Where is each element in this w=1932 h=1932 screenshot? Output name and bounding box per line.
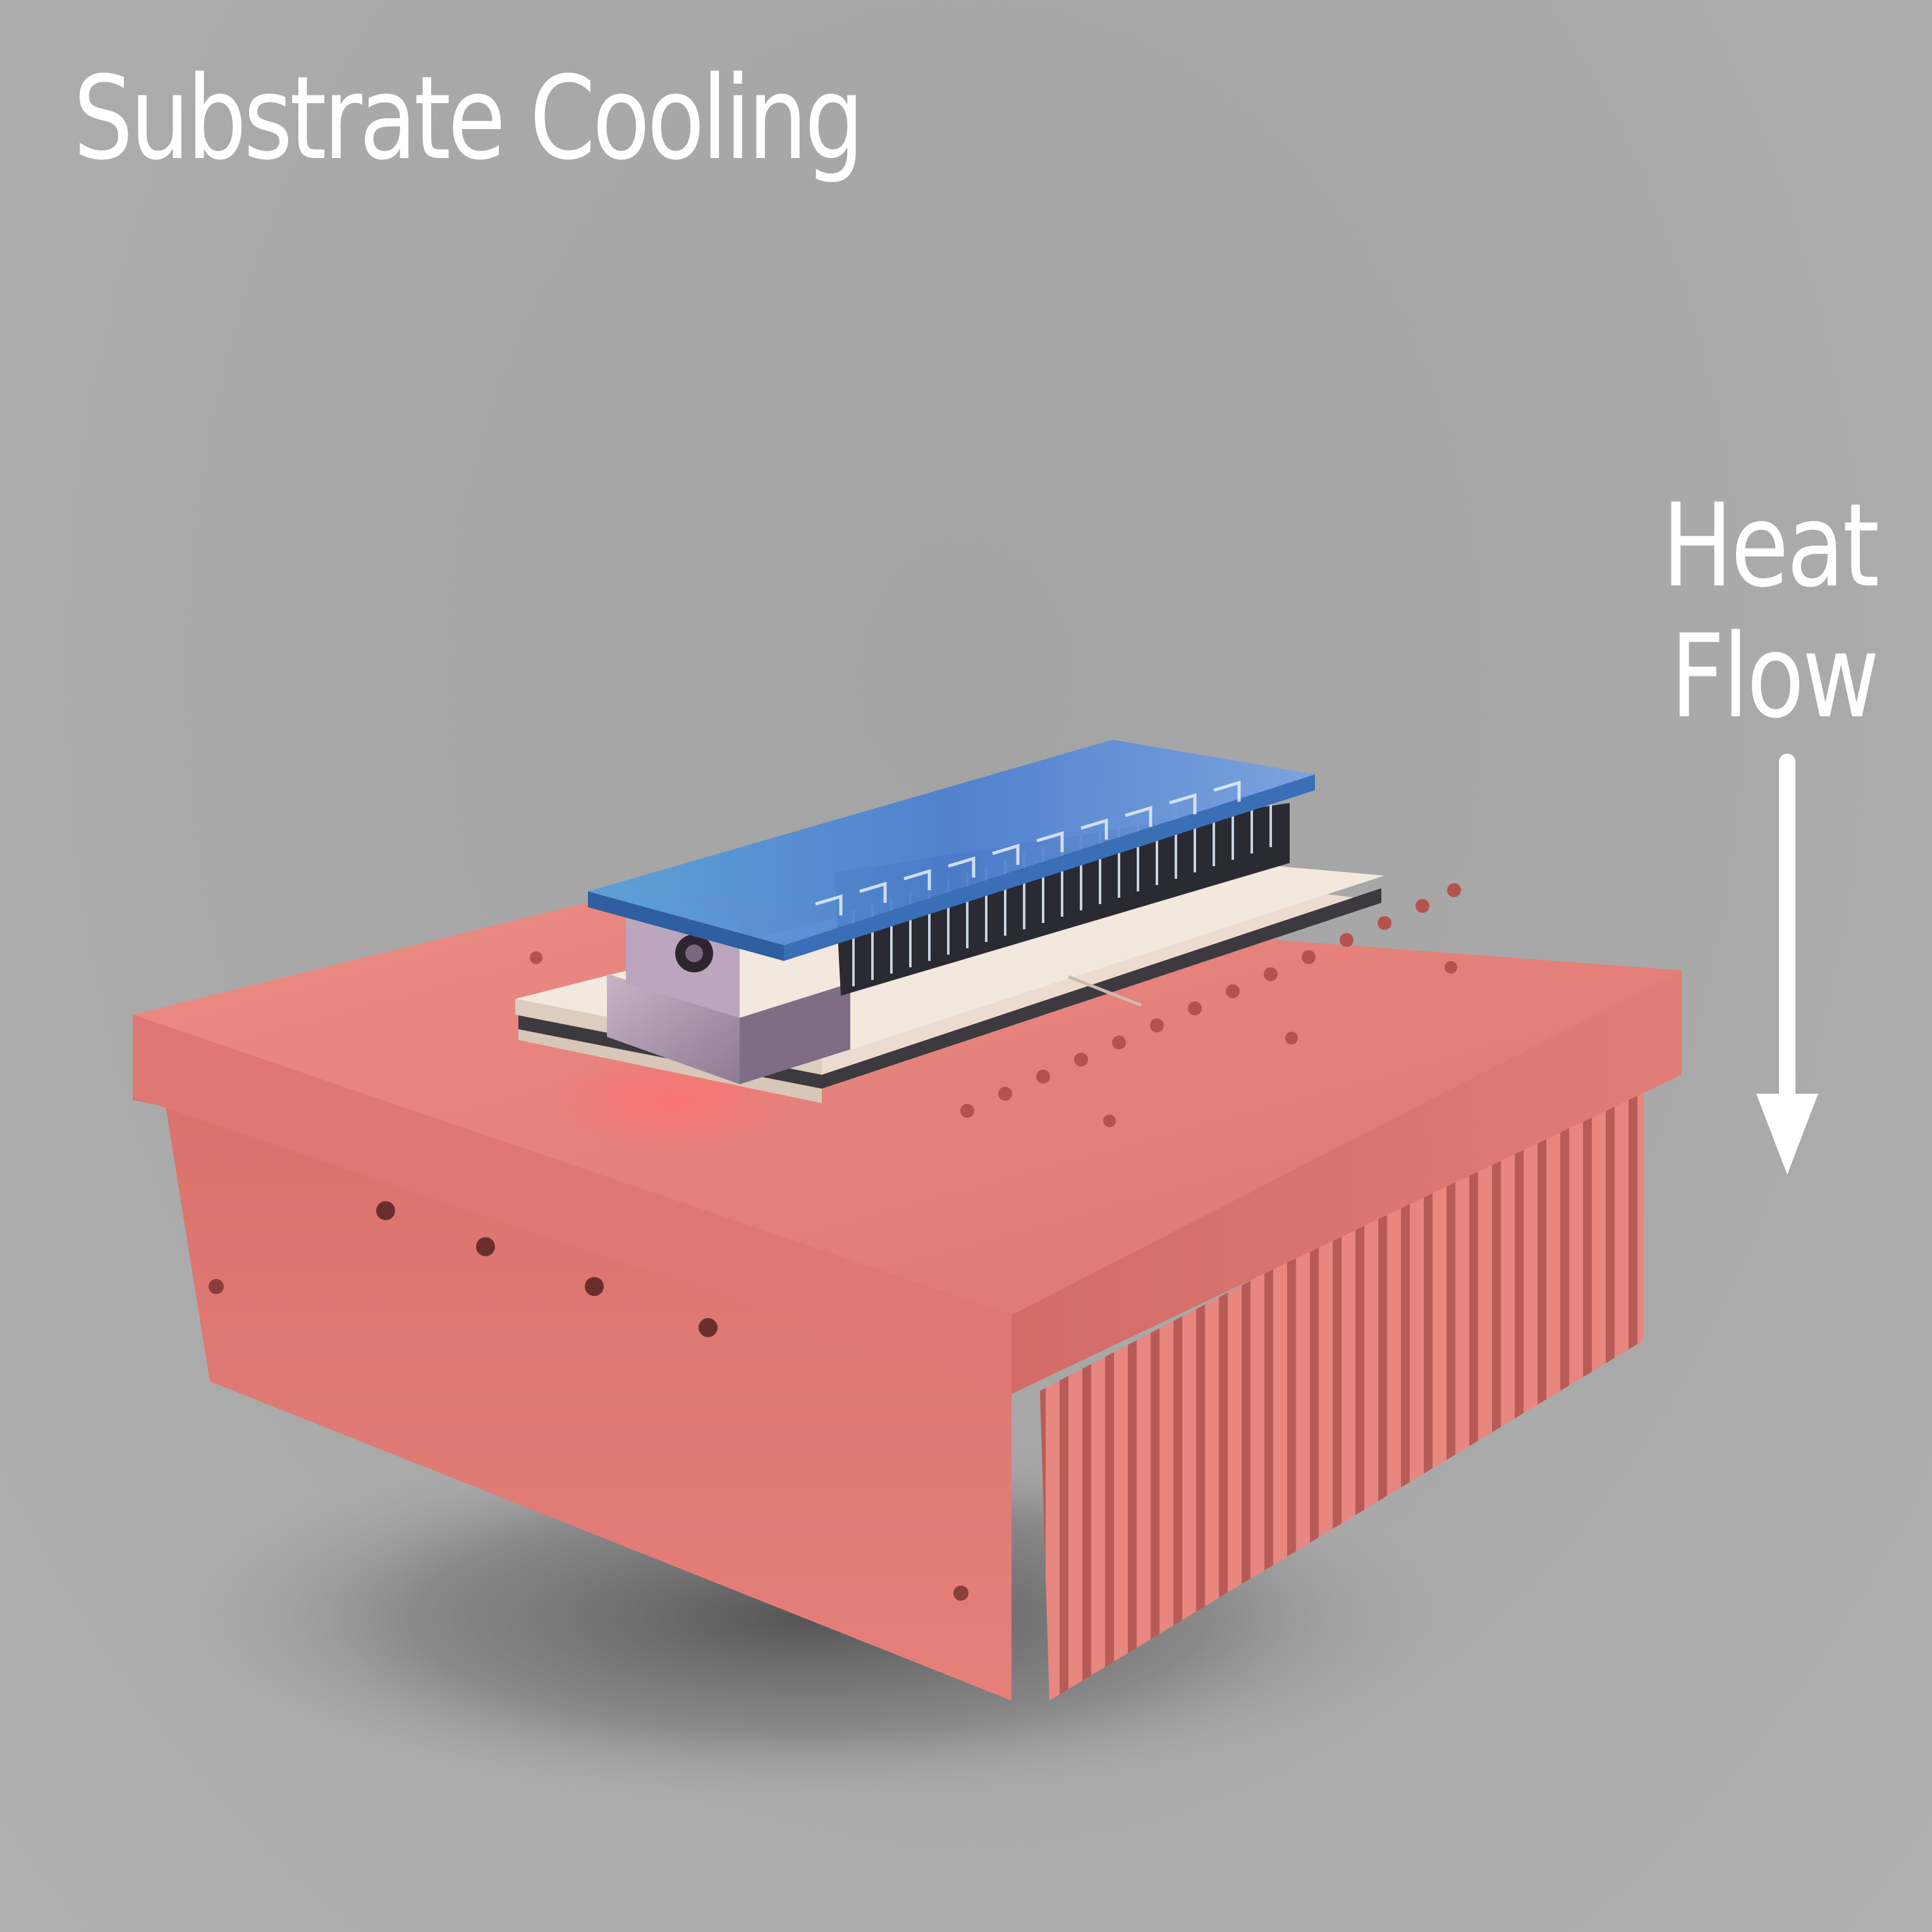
chip-glass-edge — [588, 891, 784, 961]
screw-hole — [376, 1201, 395, 1220]
mount-block-front — [607, 974, 740, 1084]
heatsink-top-face — [133, 891, 1682, 1315]
chip-glass-edge-right — [784, 774, 1315, 961]
screw-hole — [209, 1279, 224, 1294]
heatsink — [133, 883, 1682, 1701]
chip-traces — [815, 780, 1241, 915]
heatsink-front-face — [133, 1015, 1012, 1701]
heat-flow-line1: Heat — [1662, 479, 1880, 613]
mount-block-side — [740, 983, 850, 1084]
screw-hole — [953, 1586, 969, 1601]
mount-screw-hole-inner — [685, 945, 703, 962]
top-hole-row — [530, 883, 1461, 1127]
page-title: Substrate Cooling — [73, 51, 864, 185]
heat-flow-arrow — [1756, 754, 1818, 1175]
screw-hole — [476, 1237, 495, 1256]
tec-bottom-plate-edge — [518, 1027, 822, 1103]
heatsink-fins — [1040, 1075, 1644, 1701]
arrow-head — [1756, 1094, 1818, 1175]
heatsink-lid-right — [1012, 970, 1682, 1394]
chip-glass-top — [588, 740, 1315, 945]
heatsink-lid-front — [133, 1015, 1012, 1394]
heat-flow-line2: Flow — [1670, 609, 1880, 744]
laser-chip-array — [588, 740, 1315, 996]
heat-flow-label: Heat Flow — [1662, 479, 1880, 744]
screw-hole — [585, 1277, 604, 1296]
screw-hole — [699, 1318, 718, 1337]
tec-plate-seam — [1068, 975, 1142, 1007]
